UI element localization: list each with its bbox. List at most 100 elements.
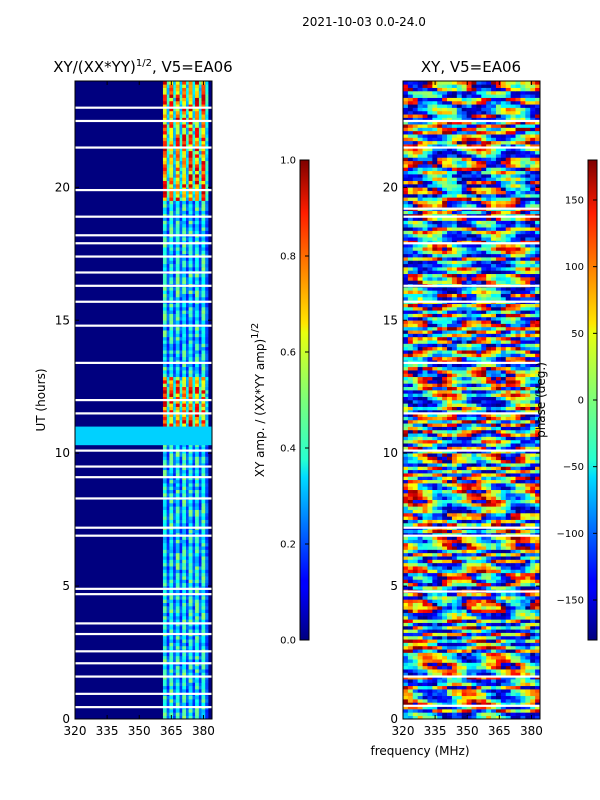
amplitude-cell bbox=[195, 296, 199, 301]
amplitude-cell bbox=[169, 366, 174, 371]
phase-cell bbox=[510, 536, 516, 540]
phase-cell bbox=[403, 612, 409, 617]
amplitude-cell bbox=[169, 669, 174, 673]
amplitude-cell bbox=[192, 469, 196, 474]
phase-cell bbox=[500, 622, 507, 627]
phase-title: XY, V5=EA06 bbox=[421, 58, 521, 76]
phase-cell bbox=[525, 682, 531, 687]
phase-cell bbox=[417, 556, 423, 560]
phase-cell bbox=[422, 645, 428, 650]
amplitude-cell bbox=[192, 363, 196, 368]
phase-cell bbox=[427, 635, 433, 640]
phase-cell bbox=[515, 479, 521, 484]
phase-cell bbox=[442, 629, 448, 633]
phase-cell bbox=[447, 615, 453, 620]
amplitude-cell bbox=[188, 406, 193, 411]
amplitude-cell bbox=[175, 370, 180, 374]
amplitude-cell bbox=[188, 466, 193, 471]
amplitude-cell bbox=[186, 130, 190, 135]
amplitude-cell bbox=[175, 180, 180, 185]
amplitude-cell bbox=[173, 423, 177, 427]
amplitude-cell bbox=[182, 516, 187, 520]
amplitude-cell bbox=[162, 672, 167, 677]
amplitude-cell bbox=[162, 393, 167, 397]
amplitude-cell bbox=[182, 542, 187, 547]
phase-cell bbox=[407, 483, 414, 487]
amplitude-cell bbox=[182, 679, 187, 683]
amplitude-cell bbox=[169, 273, 174, 278]
amplitude-cell bbox=[186, 134, 190, 138]
amplitude-cell bbox=[175, 400, 180, 404]
amplitude-cell bbox=[175, 503, 180, 507]
phase-cell bbox=[530, 682, 536, 687]
amplitude-cell bbox=[198, 207, 202, 211]
amplitude-cell bbox=[192, 190, 196, 195]
phase-cell bbox=[451, 689, 458, 693]
amplitude-cell bbox=[173, 97, 177, 102]
phase-cell bbox=[530, 612, 536, 617]
phase-cell bbox=[495, 473, 502, 477]
amplitude-cell bbox=[169, 320, 174, 324]
phase-cell bbox=[486, 479, 492, 484]
amplitude-cell bbox=[201, 606, 206, 610]
amplitude-cell bbox=[186, 167, 190, 172]
amplitude-cell bbox=[182, 682, 187, 687]
amplitude-cell bbox=[182, 330, 187, 334]
phase-cell bbox=[486, 645, 492, 650]
amplitude-cell bbox=[179, 280, 183, 284]
phase-cell bbox=[525, 519, 531, 524]
amplitude-cell bbox=[179, 473, 183, 477]
amplitude-cell bbox=[195, 180, 199, 185]
phase-cell bbox=[451, 456, 458, 461]
amplitude-flagged-row bbox=[75, 361, 212, 364]
phase-cell bbox=[481, 702, 487, 707]
amplitude-cell bbox=[182, 350, 187, 354]
amplitude-cell bbox=[162, 469, 167, 474]
amplitude-cell bbox=[192, 619, 196, 623]
amplitude-cell bbox=[169, 164, 174, 168]
phase-cell bbox=[510, 549, 516, 554]
amplitude-cell bbox=[166, 237, 170, 241]
phase-cell bbox=[442, 679, 448, 683]
phase-cell bbox=[486, 489, 492, 494]
amplitude-cell bbox=[179, 184, 183, 188]
amplitude-cell bbox=[192, 582, 196, 587]
amplitude-cell bbox=[195, 104, 199, 108]
phase-cell bbox=[510, 552, 516, 557]
amplitude-cell bbox=[205, 413, 209, 417]
phase-cell bbox=[442, 639, 448, 643]
phase-cell bbox=[442, 549, 448, 554]
amplitude-cell bbox=[179, 582, 183, 587]
phase-cell bbox=[476, 559, 482, 564]
phase-cell bbox=[486, 715, 492, 719]
phase-cell bbox=[422, 569, 428, 574]
amplitude-cell bbox=[175, 499, 180, 504]
phase-cell bbox=[456, 619, 463, 623]
amplitude-cell bbox=[198, 702, 202, 707]
amplitude-cell bbox=[205, 483, 209, 487]
amplitude-cell bbox=[186, 383, 190, 388]
amplitude-cell bbox=[188, 303, 193, 308]
phase-cell bbox=[481, 546, 487, 550]
amplitude-cell bbox=[166, 499, 170, 504]
amplitude-cell bbox=[188, 356, 193, 361]
amplitude-cell bbox=[169, 466, 174, 471]
phase-cell bbox=[447, 566, 453, 570]
amplitude-cell bbox=[192, 243, 196, 248]
amplitude-cell bbox=[179, 529, 183, 534]
amplitude-cell bbox=[201, 479, 206, 484]
amplitude-cell bbox=[198, 350, 202, 354]
amplitude-cell bbox=[205, 689, 209, 693]
phase-cell bbox=[530, 466, 536, 471]
phase-cell bbox=[447, 715, 453, 719]
phase-cell bbox=[412, 479, 418, 484]
amplitude-cell bbox=[169, 552, 174, 557]
phase-cell bbox=[461, 582, 467, 587]
phase-cell bbox=[442, 479, 448, 484]
amplitude-cell bbox=[188, 556, 193, 560]
phase-cell bbox=[515, 672, 521, 677]
amplitude-cell bbox=[169, 343, 174, 348]
amplitude-cell bbox=[192, 612, 196, 617]
amplitude-cell bbox=[162, 170, 167, 175]
amplitude-cell bbox=[195, 356, 199, 361]
